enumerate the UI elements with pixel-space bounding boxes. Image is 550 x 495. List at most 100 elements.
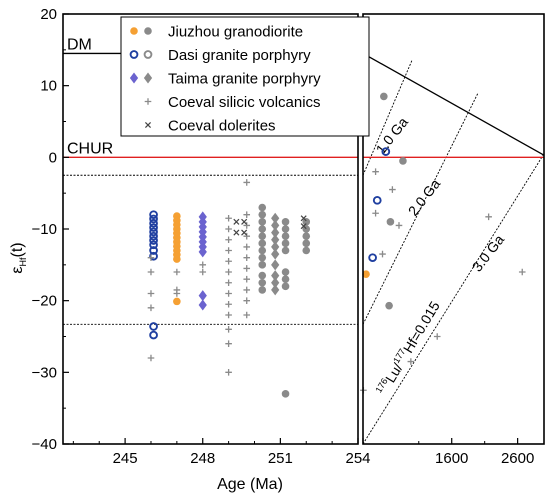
data-point xyxy=(258,232,267,240)
data-point xyxy=(281,390,290,398)
legend-marker xyxy=(130,27,138,35)
data-point xyxy=(258,261,267,269)
data-point xyxy=(149,218,158,228)
data-point xyxy=(149,227,158,237)
data-point xyxy=(281,282,290,291)
data-point xyxy=(271,234,280,246)
legend-marker xyxy=(144,27,152,35)
data-point xyxy=(258,239,267,248)
x-tick-label: 245 xyxy=(113,450,138,467)
legend-label: Coeval silicic volcanics xyxy=(168,94,321,111)
data-point xyxy=(281,275,290,283)
data-point xyxy=(271,270,280,282)
data-point xyxy=(243,297,251,304)
data-point xyxy=(258,278,267,287)
data-point xyxy=(225,257,232,265)
y-tick-label: 0 xyxy=(49,149,57,166)
data-point xyxy=(225,236,232,244)
legend-marker xyxy=(144,121,152,129)
model-age-panel: 1.0 Ga 2.0 Ga 3.0 Ga 176Lu/177Hf=0.015 1600 2… xyxy=(360,13,545,467)
data-point xyxy=(199,268,207,276)
data-point xyxy=(271,277,280,289)
data-point xyxy=(300,223,307,230)
legend-marker xyxy=(129,72,139,84)
data-point xyxy=(395,222,403,229)
data-point xyxy=(149,231,158,241)
x-tick-label: 1600 xyxy=(435,450,468,467)
data-point xyxy=(149,246,158,255)
data-point xyxy=(281,239,290,248)
data-point xyxy=(372,209,379,217)
data-point xyxy=(380,92,388,101)
legend-label: Coeval dolerites xyxy=(168,118,276,135)
y-tick-label: −20 xyxy=(32,293,57,310)
y-tick-label: 20 xyxy=(40,6,57,23)
x-tick-label: 254 xyxy=(345,450,370,467)
data-point xyxy=(241,229,248,236)
data-point xyxy=(149,240,158,250)
y-axis-label-suffix: (t) xyxy=(9,242,26,257)
data-point xyxy=(300,215,307,222)
data-point xyxy=(199,261,207,269)
data-point xyxy=(243,211,251,218)
data-point xyxy=(399,157,407,165)
y-axis-label: εHf(t) xyxy=(9,242,28,273)
data-point xyxy=(433,333,441,340)
data-point xyxy=(173,268,181,276)
data-point xyxy=(281,268,290,276)
data-point xyxy=(271,284,280,296)
legend-box xyxy=(120,16,370,137)
x-tick-label: 2600 xyxy=(501,450,534,467)
data-point xyxy=(271,212,280,224)
data-point xyxy=(243,179,251,186)
data-point xyxy=(147,304,155,312)
data-point xyxy=(281,225,290,233)
data-point xyxy=(302,232,311,240)
data-point xyxy=(225,311,232,319)
data-point xyxy=(243,254,251,261)
data-point xyxy=(243,243,251,251)
y-axis-label-sub: Hf xyxy=(18,257,28,266)
ref-label-chur: CHUR xyxy=(67,140,113,157)
age-panel: DM CHUR 20 10 0 −10 −20 −30 −40 245 248 251 254 xyxy=(32,6,371,467)
data-point xyxy=(149,214,158,224)
data-point xyxy=(149,236,158,245)
data-point xyxy=(149,223,158,232)
data-point xyxy=(271,241,280,253)
legend-marker xyxy=(129,50,139,59)
evolution-label: 1.0 Ga xyxy=(373,114,412,157)
legend-marker xyxy=(144,98,152,105)
data-point xyxy=(302,218,311,226)
data-point xyxy=(271,227,280,239)
evolution-label: 176Lu/177Hf=0.015 xyxy=(373,298,443,398)
data-point xyxy=(225,247,232,254)
data-point xyxy=(225,268,232,276)
data-point xyxy=(225,290,232,297)
data-point xyxy=(389,186,396,193)
data-point xyxy=(147,290,155,297)
data-point xyxy=(258,271,267,280)
data-point xyxy=(198,290,207,302)
data-point xyxy=(385,301,393,310)
data-point xyxy=(258,203,267,212)
data-point xyxy=(258,286,267,294)
data-point xyxy=(407,358,415,365)
ref-line-dm xyxy=(362,52,545,156)
x-axis-label: Age (Ma) xyxy=(217,476,283,493)
data-point xyxy=(243,222,251,229)
data-point xyxy=(173,297,181,306)
data-point xyxy=(379,250,386,258)
evolution-label: 3.0 Ga xyxy=(469,232,508,275)
data-point xyxy=(225,326,232,333)
data-point xyxy=(225,340,232,347)
y-tick-label: 10 xyxy=(40,78,57,95)
data-point xyxy=(243,311,251,319)
data-point xyxy=(147,268,155,276)
data-point xyxy=(258,218,267,226)
data-point xyxy=(149,322,158,331)
data-point xyxy=(225,214,232,222)
data-point xyxy=(258,210,267,219)
data-point xyxy=(258,246,267,255)
data-point xyxy=(271,259,280,271)
data-point xyxy=(243,275,251,283)
